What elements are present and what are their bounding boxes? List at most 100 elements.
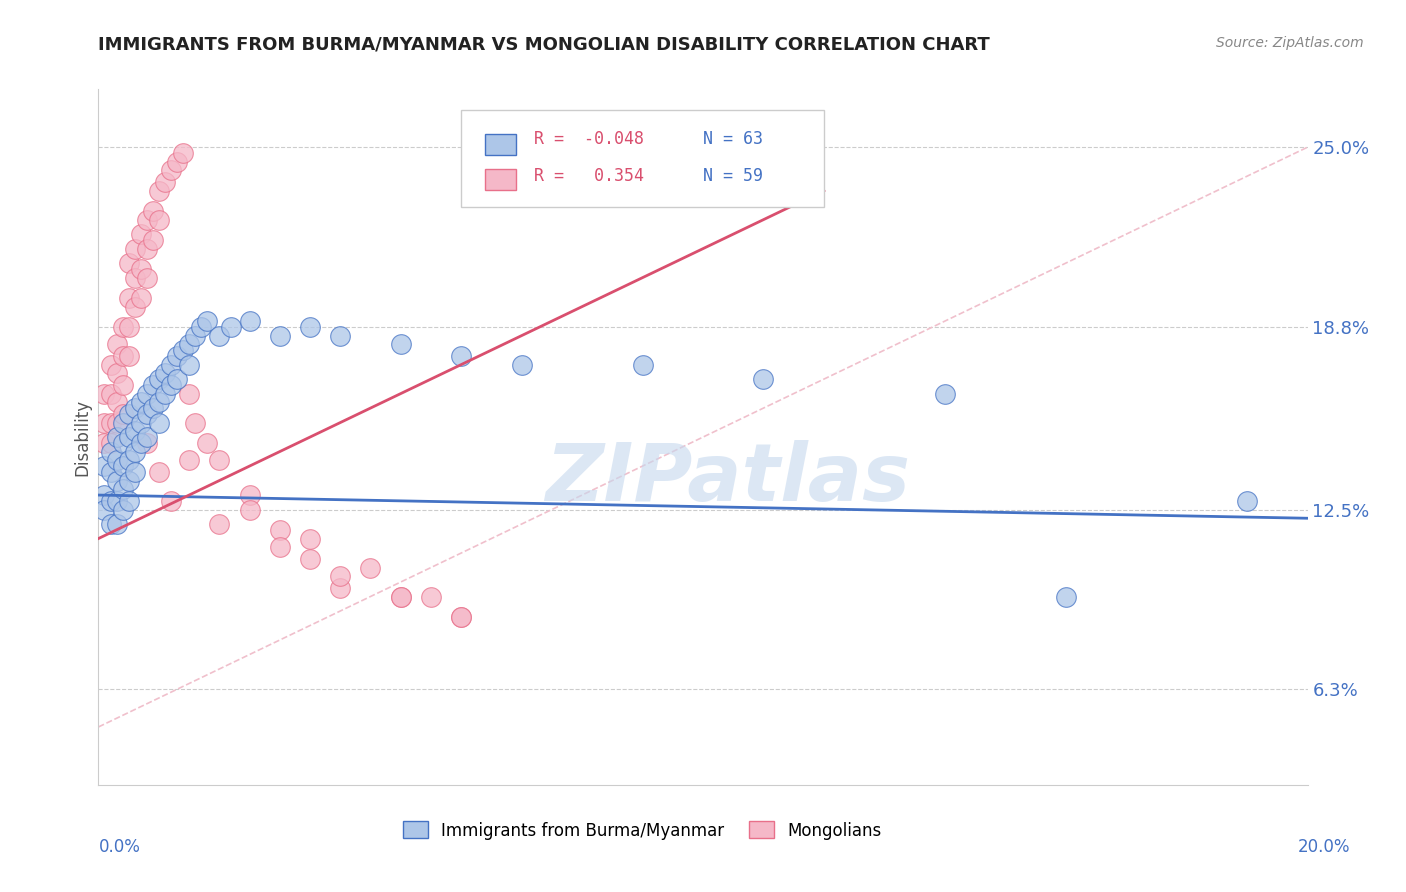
Point bbox=[100, 416, 122, 430]
Point bbox=[111, 416, 134, 430]
Point bbox=[118, 407, 141, 421]
Y-axis label: Disability: Disability bbox=[73, 399, 91, 475]
Point bbox=[111, 378, 134, 392]
Point bbox=[269, 541, 291, 555]
Point bbox=[148, 212, 170, 227]
Point bbox=[148, 395, 170, 409]
Point bbox=[129, 291, 152, 305]
Point bbox=[450, 610, 472, 624]
Point bbox=[100, 517, 122, 532]
Point bbox=[93, 386, 115, 401]
Point bbox=[420, 590, 443, 604]
Point bbox=[329, 581, 352, 595]
Point bbox=[299, 551, 322, 566]
Point bbox=[148, 372, 170, 386]
Point bbox=[105, 416, 128, 430]
Point bbox=[239, 502, 262, 516]
Point bbox=[166, 154, 188, 169]
Point bbox=[100, 436, 122, 450]
Point bbox=[166, 372, 188, 386]
Point bbox=[105, 430, 128, 444]
Point bbox=[129, 262, 152, 277]
Text: Source: ZipAtlas.com: Source: ZipAtlas.com bbox=[1216, 36, 1364, 50]
Text: IMMIGRANTS FROM BURMA/MYANMAR VS MONGOLIAN DISABILITY CORRELATION CHART: IMMIGRANTS FROM BURMA/MYANMAR VS MONGOLI… bbox=[98, 36, 990, 54]
Point bbox=[124, 465, 146, 479]
Point bbox=[93, 502, 115, 516]
Point bbox=[172, 146, 194, 161]
Point bbox=[184, 328, 207, 343]
Point bbox=[100, 358, 122, 372]
Point bbox=[269, 523, 291, 537]
Text: N = 63: N = 63 bbox=[703, 130, 763, 148]
FancyBboxPatch shape bbox=[485, 169, 516, 190]
Point bbox=[239, 314, 262, 328]
Point bbox=[124, 300, 146, 314]
Point bbox=[93, 458, 115, 473]
Text: R =   0.354: R = 0.354 bbox=[534, 167, 644, 186]
Point bbox=[129, 416, 152, 430]
Point bbox=[105, 474, 128, 488]
Point bbox=[124, 242, 146, 256]
Point bbox=[153, 366, 176, 380]
Point bbox=[135, 430, 157, 444]
Point bbox=[111, 502, 134, 516]
Point bbox=[208, 328, 231, 343]
Point bbox=[179, 453, 201, 467]
Point bbox=[111, 458, 134, 473]
Point bbox=[93, 488, 115, 502]
Point bbox=[160, 163, 183, 178]
Point bbox=[135, 386, 157, 401]
Point bbox=[105, 517, 128, 532]
Point bbox=[111, 407, 134, 421]
Point bbox=[135, 212, 157, 227]
FancyBboxPatch shape bbox=[461, 110, 824, 208]
Point bbox=[129, 436, 152, 450]
Point bbox=[389, 337, 412, 351]
Legend: Immigrants from Burma/Myanmar, Mongolians: Immigrants from Burma/Myanmar, Mongolian… bbox=[396, 814, 889, 847]
Point bbox=[299, 319, 322, 334]
Point bbox=[148, 416, 170, 430]
Point bbox=[1236, 494, 1258, 508]
Text: R =  -0.048: R = -0.048 bbox=[534, 130, 644, 148]
Text: N = 59: N = 59 bbox=[703, 167, 763, 186]
Point bbox=[179, 386, 201, 401]
Point bbox=[118, 430, 141, 444]
Point bbox=[118, 494, 141, 508]
Point bbox=[105, 494, 128, 508]
Point bbox=[111, 436, 134, 450]
Point bbox=[100, 386, 122, 401]
Point bbox=[195, 314, 218, 328]
Point bbox=[118, 256, 141, 270]
Point bbox=[118, 291, 141, 305]
Point bbox=[179, 358, 201, 372]
Point bbox=[100, 444, 122, 458]
Point bbox=[135, 242, 157, 256]
Point bbox=[129, 227, 152, 242]
Text: ZIPatlas: ZIPatlas bbox=[544, 440, 910, 518]
Point bbox=[124, 270, 146, 285]
Point bbox=[221, 319, 243, 334]
Point bbox=[510, 358, 533, 372]
Point bbox=[166, 349, 188, 363]
Point bbox=[111, 319, 134, 334]
Point bbox=[142, 378, 165, 392]
Point bbox=[142, 233, 165, 247]
Point bbox=[118, 453, 141, 467]
Point bbox=[160, 378, 183, 392]
Point bbox=[160, 494, 183, 508]
Point bbox=[129, 395, 152, 409]
Point bbox=[142, 204, 165, 219]
Point bbox=[184, 416, 207, 430]
Point bbox=[142, 401, 165, 416]
Point bbox=[172, 343, 194, 358]
Point bbox=[135, 407, 157, 421]
Point bbox=[118, 474, 141, 488]
Point bbox=[105, 453, 128, 467]
Point bbox=[111, 482, 134, 496]
Point bbox=[1054, 590, 1077, 604]
Point bbox=[631, 358, 654, 372]
Point bbox=[93, 436, 115, 450]
Point bbox=[934, 386, 956, 401]
Point bbox=[208, 453, 231, 467]
Point bbox=[190, 319, 212, 334]
